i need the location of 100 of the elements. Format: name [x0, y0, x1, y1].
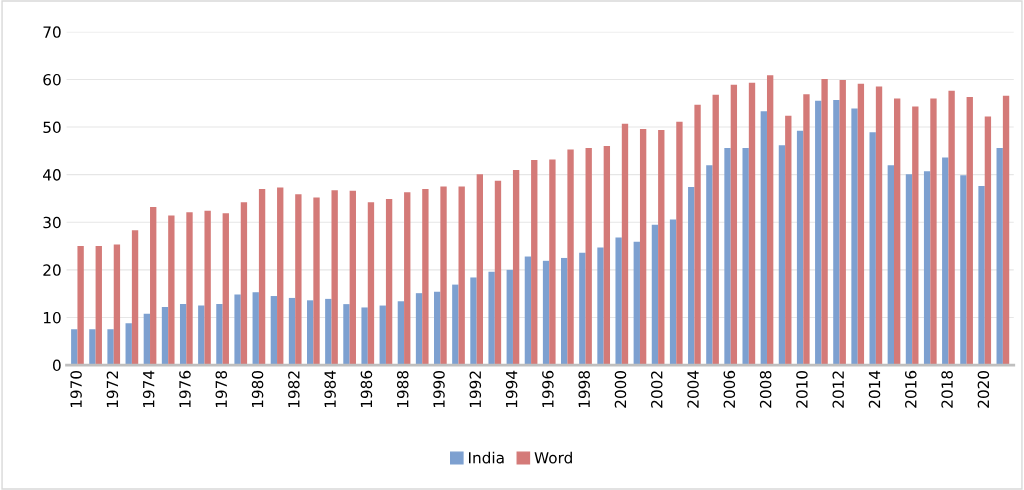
bar	[125, 323, 132, 366]
bar	[694, 104, 701, 366]
x-tick-label: 1980	[251, 370, 264, 408]
x-tick-label: 2004	[687, 370, 699, 408]
x-tick-label: 1970	[70, 370, 82, 408]
legend-label: Word	[534, 451, 572, 464]
bar	[113, 244, 121, 366]
bar	[252, 292, 259, 366]
bar	[894, 98, 901, 366]
bar	[796, 130, 804, 366]
bar	[978, 186, 985, 366]
x-tick-label: 1992	[469, 371, 482, 408]
x-tick-label: 2014	[868, 370, 881, 408]
bar	[875, 86, 883, 366]
bar	[561, 257, 568, 366]
bar	[313, 197, 320, 366]
bar	[161, 306, 169, 366]
bar	[549, 159, 556, 366]
bar	[531, 159, 538, 366]
x-tick-label: 1976	[179, 370, 191, 408]
bar	[288, 297, 296, 366]
bar	[331, 190, 338, 366]
x-tick-label: 2018	[941, 370, 953, 408]
bar	[766, 75, 774, 366]
bar	[385, 198, 393, 366]
bar	[984, 116, 992, 366]
bar	[621, 123, 629, 366]
bar	[658, 129, 665, 366]
bar	[270, 296, 278, 366]
bar	[688, 187, 695, 366]
bar	[839, 79, 846, 366]
bar	[422, 188, 429, 366]
bar	[851, 108, 858, 366]
bar	[760, 111, 767, 366]
bar	[168, 215, 175, 366]
x-tick-label: 1998	[578, 370, 590, 408]
bar	[742, 147, 749, 366]
bar	[440, 186, 447, 366]
y-tick-label: 50	[43, 121, 61, 134]
bar	[404, 192, 411, 366]
bar	[857, 83, 865, 366]
bar	[833, 99, 840, 366]
bar	[476, 174, 483, 366]
bar	[240, 202, 248, 366]
bar	[579, 252, 586, 366]
bar	[803, 94, 810, 366]
x-tick-label: 1986	[360, 370, 373, 408]
x-tick-label: 2006	[723, 370, 736, 408]
bar	[452, 284, 459, 366]
y-tick-label: 60	[43, 73, 61, 86]
bar	[179, 304, 187, 366]
bar	[77, 246, 84, 366]
bar	[615, 237, 622, 366]
bar	[379, 305, 386, 366]
bar	[905, 174, 913, 366]
bar	[930, 98, 937, 366]
bar	[470, 277, 477, 366]
x-tick-label: 2016	[905, 370, 917, 408]
bar	[821, 78, 828, 366]
x-tick-label: 1984	[324, 370, 336, 408]
x-tick-label: 1988	[396, 370, 409, 408]
y-tick-label: 30	[43, 216, 61, 229]
bar	[488, 271, 495, 366]
x-tick-label: 1996	[542, 370, 554, 408]
x-tick-label: 1974	[142, 370, 155, 408]
bar	[186, 212, 193, 366]
x-tick-label: 2010	[796, 370, 808, 408]
bar	[95, 246, 102, 366]
bar	[948, 90, 955, 366]
bar	[567, 149, 574, 366]
bar	[712, 94, 719, 366]
bar	[198, 305, 205, 366]
bar	[258, 188, 266, 366]
bar	[434, 291, 441, 366]
bar	[869, 132, 876, 366]
bar	[639, 128, 647, 366]
bar	[89, 329, 96, 366]
bar	[676, 121, 683, 366]
y-tick-label: 10	[43, 311, 61, 324]
x-tick-label: 1982	[288, 371, 300, 408]
bar	[524, 256, 532, 366]
bar	[367, 202, 375, 366]
x-tick-label: 2008	[759, 370, 772, 408]
bar	[216, 304, 223, 366]
bar	[234, 294, 241, 366]
y-tick-label: 40	[43, 169, 61, 181]
bar	[277, 187, 284, 366]
bar	[204, 210, 211, 366]
bar	[325, 298, 332, 366]
x-tick-label: 2012	[832, 371, 844, 408]
bar	[458, 186, 465, 366]
bar	[815, 100, 822, 366]
bar	[785, 115, 792, 366]
bar	[597, 247, 604, 366]
bar	[748, 82, 756, 366]
bar	[585, 147, 592, 366]
bar	[724, 147, 731, 366]
bar	[912, 106, 919, 366]
y-tick-label: 20	[43, 264, 61, 276]
bar	[633, 241, 640, 366]
